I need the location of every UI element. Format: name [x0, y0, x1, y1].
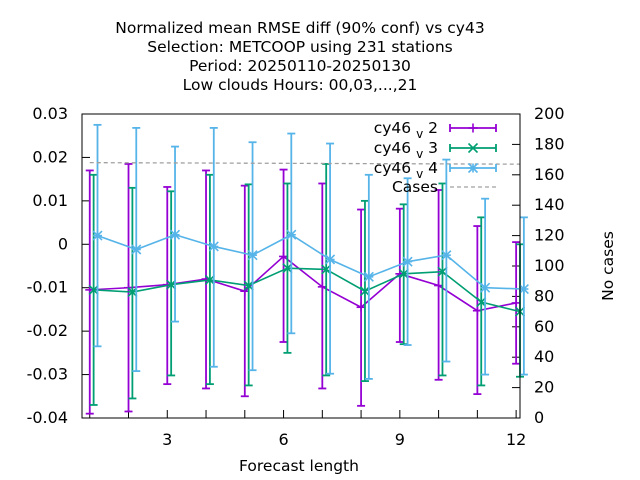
series-line: [97, 233, 524, 290]
cases-line: [89, 161, 521, 165]
x-tick-labels: 3 6 9 12: [162, 430, 526, 449]
y2-tick-label: 40: [534, 347, 554, 366]
legend-label: cy46 v 3: [374, 139, 438, 161]
y2-tick-label: 120: [534, 226, 565, 245]
legend-item-cy46_v_2: cy46 v 2: [374, 119, 497, 141]
series-cy46_v_4: [92, 123, 529, 380]
title-line-2: Selection: METCOOP using 231 stations: [147, 38, 453, 56]
data-point: [92, 230, 103, 241]
y-tick-label: 0.01: [32, 191, 68, 210]
data-point: [363, 271, 374, 282]
data-point: [247, 250, 258, 261]
title-line-1: Normalized mean RMSE diff (90% conf) vs …: [115, 19, 484, 37]
y2-axis-label: No cases: [599, 231, 617, 301]
axis-ticks: [82, 113, 520, 419]
data-point: [518, 283, 529, 295]
y2-tick-label: 60: [534, 317, 554, 336]
series-cy46_v_3: [88, 163, 526, 406]
legend-label: cy46 v 4: [374, 159, 438, 181]
y2-tick-label: 160: [534, 165, 565, 184]
data-point: [325, 254, 336, 265]
error-bar: [519, 216, 528, 376]
legend-marker: [468, 123, 478, 133]
error-bar: [442, 158, 451, 363]
x-tick-label: 3: [162, 430, 172, 449]
legend-label: cy46 v 2: [374, 119, 438, 141]
y-tick-label: -0.04: [27, 408, 68, 427]
data-point: [131, 244, 142, 255]
x-axis-label: Forecast length: [239, 457, 359, 475]
series-line: [93, 267, 521, 313]
data-point: [441, 250, 452, 261]
y-tick-label: 0.03: [32, 104, 68, 123]
x-tick-label: 12: [506, 430, 526, 449]
y2-tick-label: 100: [534, 256, 565, 275]
y-tick-labels: 0.03 0.02 0.01 0 -0.01 -0.02 -0.03 -0.04: [27, 104, 68, 427]
y-tick-label: 0.02: [32, 147, 68, 166]
y-tick-label: 0: [58, 234, 68, 253]
y-tick-label: -0.03: [27, 365, 68, 384]
y2-tick-label: 80: [534, 286, 554, 305]
legend-label: Cases: [392, 178, 438, 196]
y-tick-label: -0.02: [27, 321, 68, 340]
legend-item-cy46_v_4: cy46 v 4: [374, 159, 497, 181]
data-point: [286, 229, 297, 240]
x-tick-label: 6: [278, 430, 288, 449]
error-bar: [167, 190, 176, 377]
y2-tick-label: 0: [534, 408, 544, 427]
series-Cases: [89, 161, 521, 165]
data-point: [208, 241, 219, 252]
chart-title: Normalized mean RMSE diff (90% conf) vs …: [115, 19, 484, 94]
error-bar: [438, 182, 447, 377]
title-line-4: Low clouds Hours: 00,03,...,21: [183, 76, 418, 94]
series-line: [89, 255, 517, 312]
legend-item-cy46_v_3: cy46 v 3: [374, 139, 497, 161]
data-point: [169, 229, 181, 240]
plot-frame: [81, 113, 521, 419]
data-point: [402, 256, 413, 267]
legend-marker: [467, 162, 479, 174]
x-tick-label: 9: [395, 430, 405, 449]
title-line-3: Period: 20250110-20250130: [189, 57, 411, 75]
y2-tick-label: 200: [534, 104, 565, 123]
y2-tick-label: 180: [534, 134, 565, 153]
data-point: [480, 282, 491, 293]
y2-tick-label: 20: [534, 378, 554, 397]
y2-tick-label: 140: [534, 195, 565, 214]
legend-item-Cases: Cases: [392, 178, 496, 196]
y-tick-label: -0.01: [27, 278, 68, 297]
legend-marker: [467, 142, 479, 154]
